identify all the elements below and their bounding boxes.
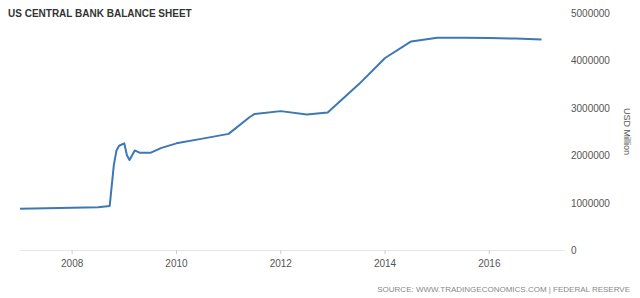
x-tick <box>385 250 386 254</box>
y-tick-label: 5000000 <box>571 8 610 19</box>
y-tick-label: 0 <box>571 245 577 256</box>
x-tick-label: 2008 <box>61 258 84 269</box>
y-axis-label: USD Million <box>622 108 632 155</box>
x-tick-label: 2016 <box>478 258 501 269</box>
x-axis-line <box>20 250 565 251</box>
y-tick-label: 4000000 <box>571 55 610 66</box>
y-tick-label: 1000000 <box>571 198 610 209</box>
x-tick-label: 2012 <box>270 258 293 269</box>
source: SOURCE: WWW.TRADINGECONOMICS.COM | FEDER… <box>377 285 630 294</box>
x-tick <box>489 250 490 254</box>
title: US CENTRAL BANK BALANCE SHEET <box>8 8 192 19</box>
series-line <box>20 38 542 209</box>
x-tick-label: 2010 <box>165 258 188 269</box>
y-tick-label: 3000000 <box>571 103 610 114</box>
x-tick <box>72 250 73 254</box>
y-tick-label: 2000000 <box>571 150 610 161</box>
chart: US CENTRAL BANK BALANCE SHEET 0 1000000 200… <box>0 0 640 298</box>
plot-area <box>20 38 542 209</box>
x-tick-label: 2014 <box>374 258 397 269</box>
x-tick <box>176 250 177 254</box>
x-tick <box>280 250 281 254</box>
chart-root: US CENTRAL BANK BALANCE SHEET 0 1000000 200… <box>0 0 640 298</box>
